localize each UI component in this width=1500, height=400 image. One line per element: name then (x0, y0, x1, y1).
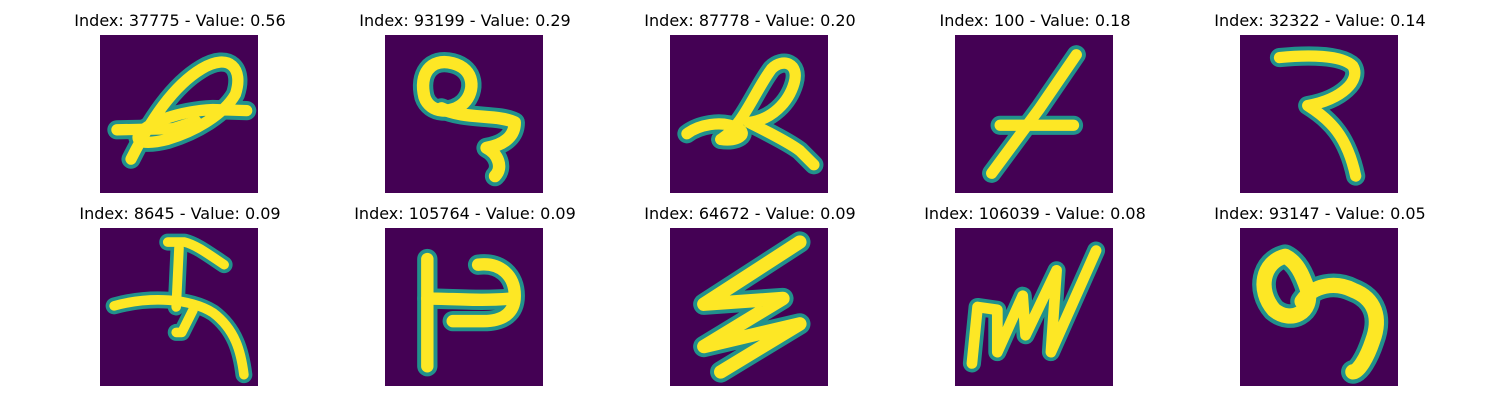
image-panel: Index: 8645 - Value: 0.09 (35, 204, 325, 394)
stroke-core (111, 56, 253, 165)
stroke-core (986, 49, 1082, 179)
digit-image (670, 35, 828, 193)
panel-title: Index: 37775 - Value: 0.56 (74, 11, 286, 30)
digit-image (1240, 35, 1398, 193)
digit-image (100, 35, 258, 193)
stroke-core (697, 235, 807, 379)
digit-image (670, 228, 828, 386)
panel-title: Index: 8645 - Value: 0.09 (79, 204, 281, 223)
stroke-core (421, 252, 521, 373)
image-panel: Index: 93147 - Value: 0.05 (1175, 204, 1465, 394)
panel-title: Index: 100 - Value: 0.18 (939, 11, 1131, 30)
digit-image (385, 35, 543, 193)
image-panel: Index: 32322 - Value: 0.14 (1175, 11, 1465, 201)
digit-image (955, 35, 1113, 193)
image-panel: Index: 105764 - Value: 0.09 (320, 204, 610, 394)
panel-title: Index: 93199 - Value: 0.29 (359, 11, 571, 30)
panel-title: Index: 106039 - Value: 0.08 (924, 204, 1146, 223)
panel-title: Index: 32322 - Value: 0.14 (1214, 11, 1426, 30)
panel-title: Index: 64672 - Value: 0.09 (644, 204, 856, 223)
stroke-core (681, 57, 820, 171)
panel-title: Index: 87778 - Value: 0.20 (644, 11, 856, 30)
image-panel: Index: 37775 - Value: 0.56 (35, 11, 325, 201)
image-panel: Index: 93199 - Value: 0.29 (320, 11, 610, 201)
panel-title: Index: 105764 - Value: 0.09 (354, 204, 576, 223)
stroke-core (1273, 50, 1362, 182)
digit-image (955, 228, 1113, 386)
stroke-core (1256, 248, 1384, 380)
panel-title: Index: 93147 - Value: 0.05 (1214, 204, 1426, 223)
stroke-core (416, 55, 521, 183)
image-panel: Index: 106039 - Value: 0.08 (890, 204, 1180, 394)
image-panel: Index: 87778 - Value: 0.20 (605, 11, 895, 201)
digit-image (385, 228, 543, 386)
digit-image (1240, 228, 1398, 386)
stroke-core (109, 237, 249, 380)
stroke-core (966, 245, 1102, 369)
image-panel: Index: 100 - Value: 0.18 (890, 11, 1180, 201)
digit-image (100, 228, 258, 386)
image-panel: Index: 64672 - Value: 0.09 (605, 204, 895, 394)
